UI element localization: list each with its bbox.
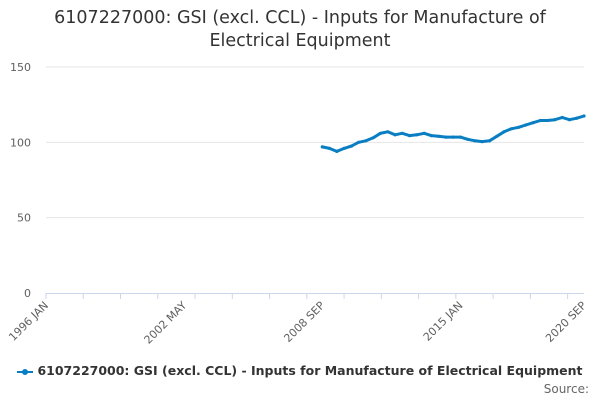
- data-point[interactable]: [437, 134, 441, 138]
- data-point[interactable]: [560, 115, 564, 120]
- x-axis: 1996 JAN 2002 MAY 2008 SEP 2015 JAN 2020 SEP: [6, 293, 589, 347]
- x-tick-label: 2020 SEP: [543, 299, 589, 345]
- y-tick-label: 0: [24, 287, 31, 300]
- data-point[interactable]: [393, 133, 397, 137]
- data-point[interactable]: [335, 149, 339, 153]
- data-point[interactable]: [444, 135, 448, 139]
- y-tick-label: 150: [10, 61, 31, 74]
- data-point[interactable]: [342, 146, 346, 150]
- data-point[interactable]: [553, 118, 557, 122]
- data-point[interactable]: [538, 118, 543, 123]
- data-point[interactable]: [531, 121, 535, 125]
- chart-title-line-1: 6107227000: GSI (excl. CCL) - Inputs for…: [54, 8, 546, 28]
- data-point[interactable]: [509, 127, 513, 131]
- series-line[interactable]: [320, 114, 586, 153]
- series-group: [320, 114, 586, 153]
- x-tick-label: 2008 SEP: [281, 299, 327, 345]
- data-point[interactable]: [575, 116, 579, 120]
- data-point[interactable]: [422, 131, 426, 135]
- data-point[interactable]: [378, 131, 382, 135]
- x-tick-label: 2015 JAN: [421, 299, 466, 344]
- data-point[interactable]: [495, 134, 499, 138]
- data-point[interactable]: [466, 137, 470, 141]
- data-point[interactable]: [546, 118, 550, 123]
- data-point[interactable]: [327, 146, 332, 150]
- y-tick-label: 100: [10, 136, 31, 149]
- data-point[interactable]: [364, 139, 368, 143]
- data-point[interactable]: [407, 134, 412, 138]
- data-point[interactable]: [415, 133, 419, 137]
- data-point[interactable]: [400, 131, 404, 135]
- data-point[interactable]: [429, 134, 433, 138]
- x-tick-label: 1996 JAN: [6, 299, 51, 344]
- legend[interactable]: 6107227000: GSI (excl. CCL) - Inputs for…: [0, 363, 600, 378]
- data-point[interactable]: [371, 136, 375, 140]
- data-point[interactable]: [473, 139, 477, 143]
- data-point[interactable]: [480, 140, 484, 144]
- chart-title-line-2: Electrical Equipment: [209, 31, 391, 51]
- data-point[interactable]: [567, 118, 572, 122]
- source-credit[interactable]: Source:: [543, 382, 589, 396]
- y-axis: 0 50 100 150: [10, 61, 31, 300]
- data-point[interactable]: [320, 145, 324, 149]
- data-point[interactable]: [487, 139, 492, 143]
- data-point[interactable]: [386, 130, 390, 134]
- chart-title: 6107227000: GSI (excl. CCL) - Inputs for…: [0, 7, 600, 53]
- data-point[interactable]: [517, 125, 521, 129]
- legend-line-marker-icon: [17, 366, 34, 378]
- gridlines: [46, 66, 584, 219]
- x-tick-label: 2002 MAY: [142, 299, 190, 347]
- data-point[interactable]: [524, 123, 528, 127]
- legend-series-label: 6107227000: GSI (excl. CCL) - Inputs for…: [37, 363, 583, 378]
- data-point[interactable]: [458, 135, 462, 139]
- data-point[interactable]: [357, 140, 361, 144]
- data-point[interactable]: [451, 135, 455, 139]
- data-point[interactable]: [582, 114, 586, 118]
- data-point[interactable]: [502, 130, 506, 134]
- y-tick-label: 50: [17, 212, 31, 225]
- data-point[interactable]: [349, 144, 353, 148]
